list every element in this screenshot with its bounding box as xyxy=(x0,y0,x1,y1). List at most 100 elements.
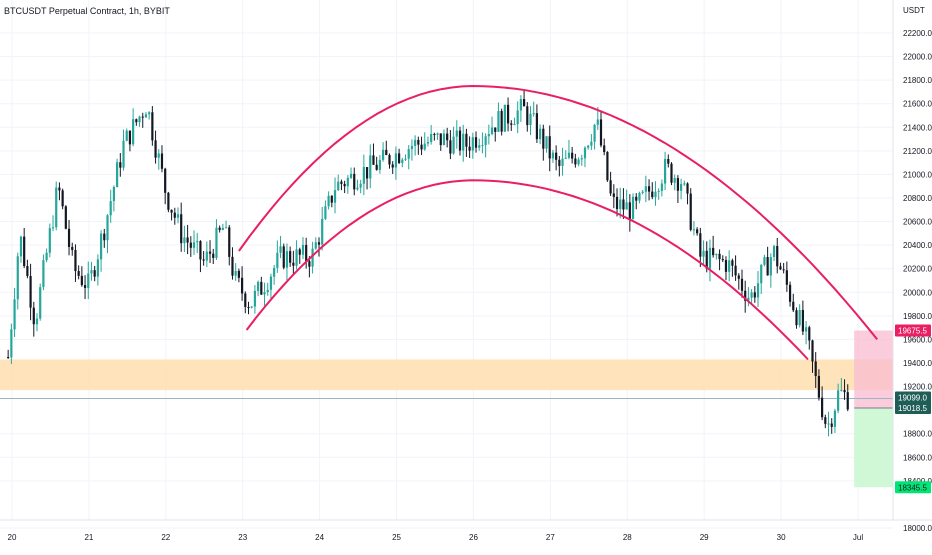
x-tick-label: 23 xyxy=(238,533,247,542)
candle-body xyxy=(74,250,77,272)
y-tick-label: 21800.0 xyxy=(903,76,932,85)
price-label: 18345.5 xyxy=(898,483,927,492)
candle-body xyxy=(824,417,827,424)
candle-body xyxy=(747,297,750,301)
candle-body xyxy=(55,187,58,228)
candle-body xyxy=(609,180,612,194)
candle-body xyxy=(151,112,154,141)
candle-body xyxy=(71,246,74,251)
candle-body xyxy=(116,162,119,188)
candle-body xyxy=(734,265,737,276)
candle-body xyxy=(327,195,330,207)
candle-body xyxy=(587,145,590,148)
candle-body xyxy=(340,181,343,184)
candle-body xyxy=(257,281,260,291)
candle-body xyxy=(532,113,535,115)
candle-body xyxy=(394,153,398,168)
candle-body xyxy=(474,137,478,148)
candle-body xyxy=(551,152,555,159)
candle-body xyxy=(840,390,843,392)
candle-body xyxy=(522,99,526,107)
candle-body xyxy=(365,167,369,179)
candle-body xyxy=(651,191,654,198)
candle-body xyxy=(801,309,804,332)
candle-body xyxy=(48,228,51,253)
candle-body xyxy=(676,178,680,191)
candle-body xyxy=(705,250,708,269)
candle-body xyxy=(404,158,407,160)
candle-body xyxy=(314,242,317,249)
candle-body xyxy=(337,181,340,191)
candle-body xyxy=(510,123,513,125)
candle-body xyxy=(87,273,90,288)
candle-body xyxy=(654,191,657,198)
candle-body xyxy=(234,270,237,276)
candle-body xyxy=(567,152,571,158)
y-axis-unit: USDT xyxy=(903,6,925,15)
y-tick-label: 22200.0 xyxy=(903,29,932,38)
candle-body xyxy=(506,104,510,124)
candle-body xyxy=(561,158,564,166)
candle-body xyxy=(23,236,26,267)
y-tick-label: 21600.0 xyxy=(903,100,932,109)
candle-body xyxy=(378,159,381,170)
candle-body xyxy=(548,136,551,159)
candle-body xyxy=(638,192,641,201)
candle-body xyxy=(237,270,240,278)
candle-body xyxy=(189,242,192,248)
candle-body xyxy=(359,183,362,188)
candle-body xyxy=(61,190,64,207)
candle-body xyxy=(160,153,164,169)
y-tick-label: 20400.0 xyxy=(903,241,932,250)
candle-body xyxy=(228,227,231,257)
candle-body xyxy=(715,253,718,256)
candle-body xyxy=(295,249,298,266)
candle-body xyxy=(766,257,769,276)
candle-body xyxy=(106,215,109,241)
candle-body xyxy=(808,327,811,341)
candle-body xyxy=(401,159,404,163)
candle-body xyxy=(760,264,763,284)
candle-body xyxy=(77,271,80,276)
lower-arc[interactable] xyxy=(245,179,809,361)
candle-body xyxy=(843,390,846,393)
candle-body xyxy=(708,247,712,269)
candle-body xyxy=(144,114,148,118)
candle-body xyxy=(247,306,250,308)
y-tick-label: 21200.0 xyxy=(903,147,932,156)
candle-body xyxy=(35,318,39,325)
x-tick-label: 22 xyxy=(161,533,170,542)
candle-body xyxy=(712,247,715,256)
candle-body xyxy=(718,253,721,260)
candle-body xyxy=(731,260,734,266)
candle-body xyxy=(276,252,279,268)
candle-body xyxy=(119,162,122,168)
candle-body xyxy=(199,241,202,260)
candle-body xyxy=(663,158,667,184)
candle-body xyxy=(180,214,183,244)
candle-body xyxy=(782,269,785,271)
candle-body xyxy=(542,128,545,149)
candle-body xyxy=(603,145,606,153)
candle-body xyxy=(458,130,462,151)
candle-body xyxy=(132,119,135,145)
candle-body xyxy=(141,116,144,118)
y-tick-label: 21000.0 xyxy=(903,170,932,179)
candle-body xyxy=(10,329,13,358)
candle-body xyxy=(487,134,490,137)
candle-body xyxy=(827,423,830,425)
candle-body xyxy=(29,275,32,308)
candle-body xyxy=(539,128,542,140)
price-label-box xyxy=(895,401,931,414)
candle-body xyxy=(529,113,532,126)
candle-body xyxy=(157,153,160,158)
candle-body xyxy=(590,141,593,146)
upper-arc[interactable] xyxy=(238,84,878,341)
candle-body xyxy=(571,152,574,159)
candle-body xyxy=(846,392,849,410)
candle-body xyxy=(558,159,561,166)
candle-body xyxy=(266,289,269,293)
candle-body xyxy=(212,253,215,258)
